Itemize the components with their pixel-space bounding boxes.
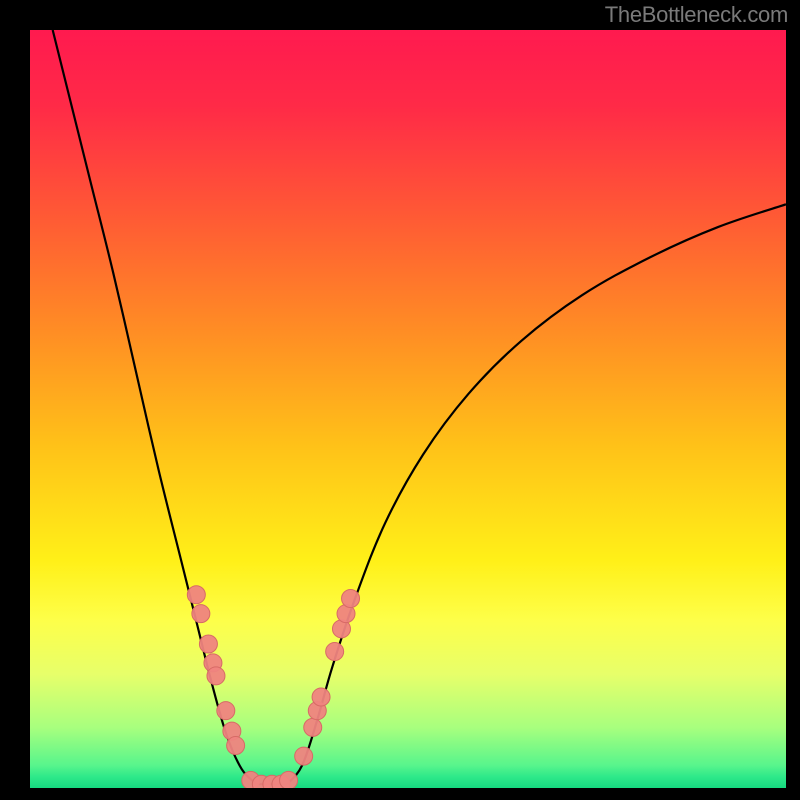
marker-dot (227, 737, 245, 755)
marker-dot (207, 667, 225, 685)
marker-dot (312, 688, 330, 706)
marker-dot (217, 702, 235, 720)
marker-dot (295, 747, 313, 765)
marker-dot (192, 605, 210, 623)
plot-area (30, 30, 786, 788)
marker-dot (304, 718, 322, 736)
marker-dot (187, 586, 205, 604)
watermark-text: TheBottleneck.com (605, 2, 788, 28)
marker-dot (326, 643, 344, 661)
marker-dot (280, 771, 298, 788)
chart-svg (30, 30, 786, 788)
marker-dot (342, 590, 360, 608)
marker-dot (199, 635, 217, 653)
